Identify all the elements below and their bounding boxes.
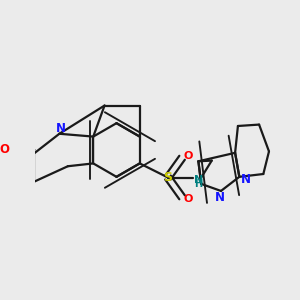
Text: S: S (164, 171, 172, 184)
Text: N: N (194, 175, 203, 185)
Text: N: N (214, 191, 225, 204)
Text: O: O (184, 194, 193, 204)
Text: N: N (56, 122, 66, 135)
Text: O: O (0, 143, 9, 156)
Text: H: H (194, 179, 202, 189)
Text: N: N (241, 173, 250, 186)
Text: O: O (184, 152, 193, 161)
